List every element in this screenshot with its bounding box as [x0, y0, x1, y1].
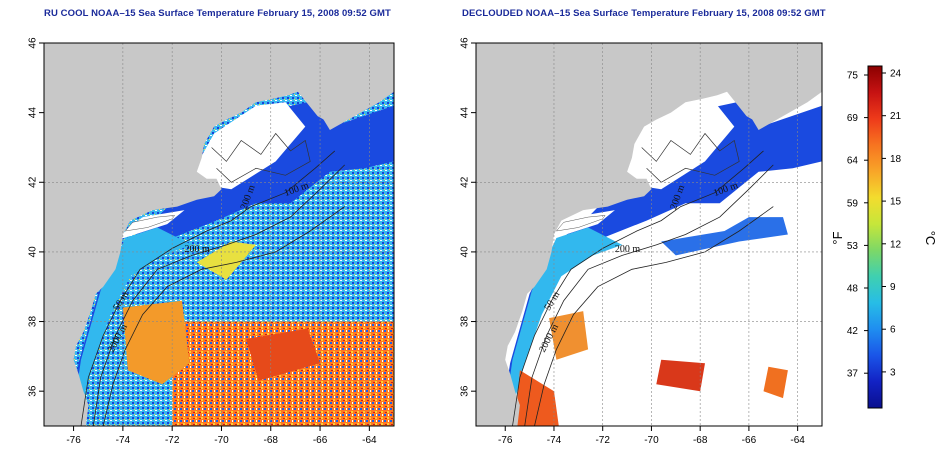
- gulf-stream-patch: [515, 370, 559, 426]
- land-mass: [44, 43, 394, 426]
- shelf-water-cold: [500, 102, 822, 426]
- x-tick-label: -74: [116, 435, 131, 446]
- land-mass: [476, 43, 822, 426]
- warm-core-ring: [196, 241, 256, 280]
- x-tick-label: -64: [790, 435, 805, 446]
- celsius-unit-label: °C: [923, 231, 938, 246]
- y-tick-label: 42: [460, 176, 471, 188]
- colorbar-f-label: 59: [847, 198, 859, 209]
- y-tick-label: 46: [460, 37, 471, 49]
- colorbar-f-label: 64: [847, 156, 859, 167]
- warm-filament: [246, 328, 321, 381]
- shelf-water-mid: [71, 227, 192, 426]
- y-tick-label: 38: [460, 316, 471, 328]
- colorbar-f-label: 42: [847, 326, 859, 337]
- colorbar-f-label: 53: [847, 241, 859, 252]
- warm-patch: [549, 311, 589, 360]
- map-frame: [43, 42, 395, 427]
- gulf-of-maine-contour: [211, 132, 311, 183]
- y-tick-label: 42: [28, 176, 39, 188]
- contour-50m: [512, 150, 764, 426]
- x-tick-label: -64: [362, 435, 377, 446]
- y-tick-label: 36: [28, 385, 39, 397]
- colorbar-c-label: 12: [890, 239, 902, 250]
- x-tick-label: -70: [644, 435, 659, 446]
- x-tick-label: -68: [264, 435, 279, 446]
- x-tick-label: -70: [214, 435, 229, 446]
- x-tick-label: -68: [693, 435, 708, 446]
- colorbar-c-label: 3: [890, 367, 896, 378]
- nova-scotia-land: [315, 63, 394, 130]
- shelf-water-cold: [68, 102, 394, 426]
- x-tick-label: -66: [313, 435, 328, 446]
- colorbar-c-label: 15: [890, 197, 902, 208]
- y-tick-label: 38: [28, 316, 39, 328]
- contour-200m: [524, 164, 774, 426]
- right-map-title: DECLOUDED NOAA–15 Sea Surface Temperatur…: [462, 8, 826, 19]
- colorbar-f-label: 75: [847, 71, 859, 82]
- x-tick-label: -76: [66, 435, 81, 446]
- long-island: [124, 215, 176, 232]
- colorbar-c-label: 9: [890, 282, 896, 293]
- gulf-of-maine-contour: [641, 132, 740, 183]
- contour-label: 200 m: [184, 244, 210, 255]
- x-tick-label: -72: [165, 435, 180, 446]
- shelf-water-edge: [661, 217, 788, 256]
- contour-2000m: [102, 206, 345, 426]
- long-island: [555, 215, 606, 232]
- x-tick-label: -74: [547, 435, 562, 446]
- y-tick-label: 44: [28, 107, 39, 119]
- colorbar-c-label: 24: [890, 69, 902, 80]
- temperature-colorbar: 75 69 64 59 53 48 42 37 24 21 18 15 12 9 6 3 °F °C: [830, 65, 938, 409]
- warm-water-region: [172, 321, 394, 426]
- contour-200m: [92, 164, 345, 426]
- y-tick-label: 44: [460, 107, 471, 119]
- shelf-water-mid: [502, 227, 623, 426]
- y-tick-label: 40: [28, 246, 39, 258]
- x-tick-label: -66: [742, 435, 757, 446]
- y-tick-label: 40: [460, 246, 471, 258]
- colorbar-c-label: 21: [890, 111, 902, 122]
- contour-50m: [80, 150, 336, 426]
- colorbar-c-label: 6: [890, 325, 896, 336]
- colorbar-f-label: 48: [847, 284, 859, 295]
- nova-scotia-land: [744, 63, 822, 130]
- cloud-cover: [617, 102, 735, 190]
- warm-patch: [656, 359, 705, 392]
- warm-patch: [763, 366, 788, 399]
- contour-label: 200 m: [615, 244, 641, 255]
- x-tick-label: -72: [595, 435, 610, 446]
- map-frame: [475, 42, 823, 427]
- y-tick-label: 46: [28, 37, 39, 49]
- cloud-cover: [187, 102, 306, 190]
- fahrenheit-unit-label: °F: [830, 231, 845, 244]
- y-tick-label: 36: [460, 385, 471, 397]
- colorbar-f-label: 37: [847, 369, 859, 380]
- contour-2000m: [534, 206, 774, 426]
- left-map-title: RU COOL NOAA–15 Sea Surface Temperature …: [44, 8, 391, 19]
- x-tick-label: -76: [498, 435, 513, 446]
- colorbar-c-label: 18: [890, 154, 902, 165]
- colorbar-f-label: 69: [847, 113, 859, 124]
- colorbar-gradient: [867, 65, 883, 409]
